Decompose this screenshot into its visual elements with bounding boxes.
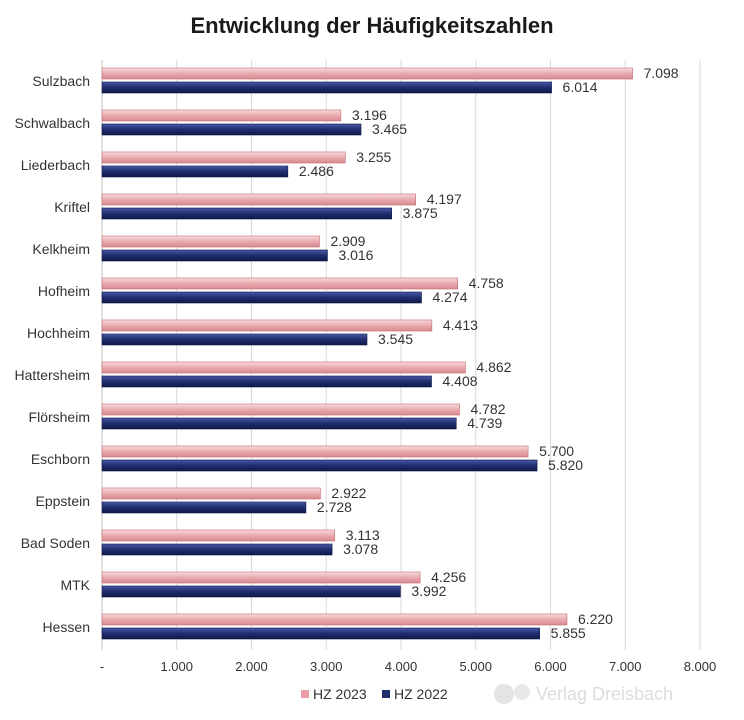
value-label-hz-2023-hattersheim: 4.862 bbox=[476, 359, 511, 375]
value-label-hz-2022-hofheim: 4.274 bbox=[432, 289, 467, 305]
x-tick-label: 5.000 bbox=[459, 659, 492, 674]
bar-hz-2023-hochheim bbox=[101, 319, 433, 332]
bar-hz-2022-bad-soden bbox=[101, 543, 333, 556]
category-label-floersheim: Flörsheim bbox=[29, 409, 90, 425]
value-label-hz-2022-liederbach: 2.486 bbox=[299, 163, 334, 179]
category-label-bad-soden: Bad Soden bbox=[21, 535, 90, 551]
legend-swatch-hz-2022 bbox=[382, 690, 390, 698]
category-label-liederbach: Liederbach bbox=[21, 157, 90, 173]
value-label-hz-2023-eschborn: 5.700 bbox=[539, 443, 574, 459]
value-label-hz-2022-eppstein: 2.728 bbox=[317, 499, 352, 515]
value-label-hz-2022-hochheim: 3.545 bbox=[378, 331, 413, 347]
bar-hz-2023-hessen bbox=[101, 613, 568, 626]
category-label-sulzbach: Sulzbach bbox=[32, 73, 90, 89]
category-label-mtk: MTK bbox=[60, 577, 90, 593]
bar-hz-2023-floersheim bbox=[101, 403, 460, 416]
value-label-hz-2023-kriftel: 4.197 bbox=[427, 191, 462, 207]
value-label-hz-2022-floersheim: 4.739 bbox=[467, 415, 502, 431]
value-label-hz-2023-liederbach: 3.255 bbox=[356, 149, 391, 165]
bar-hz-2022-mtk bbox=[101, 585, 401, 598]
bar-hz-2022-hessen bbox=[101, 627, 540, 640]
category-label-eppstein: Eppstein bbox=[36, 493, 90, 509]
value-label-hz-2022-bad-soden: 3.078 bbox=[343, 541, 378, 557]
x-tick-label: 6.000 bbox=[534, 659, 567, 674]
bar-hz-2022-eppstein bbox=[101, 501, 307, 514]
value-label-hz-2023-floersheim: 4.782 bbox=[470, 401, 505, 417]
bar-hz-2023-sulzbach bbox=[101, 67, 633, 80]
x-axis-ticks: - 1.000 2.000 3.000 4.000 5.000 6.000 7.000 8.00… bbox=[100, 659, 716, 674]
value-label-hz-2023-eppstein: 2.922 bbox=[331, 485, 366, 501]
value-label-hz-2022-hattersheim: 4.408 bbox=[442, 373, 477, 389]
value-label-hz-2022-sulzbach: 6.014 bbox=[563, 79, 598, 95]
bar-hz-2022-kriftel bbox=[101, 207, 392, 220]
grid-lines bbox=[101, 60, 701, 650]
value-label-hz-2022-mtk: 3.992 bbox=[411, 583, 446, 599]
value-label-hz-2023-kelkheim: 2.909 bbox=[330, 233, 365, 249]
bar-hz-2023-hattersheim bbox=[101, 361, 466, 374]
value-label-hz-2022-schwalbach: 3.465 bbox=[372, 121, 407, 137]
bar-hz-2023-liederbach bbox=[101, 151, 346, 164]
value-label-hz-2023-hochheim: 4.413 bbox=[443, 317, 478, 333]
bar-hz-2022-hochheim bbox=[101, 333, 368, 346]
bar-hz-2023-mtk bbox=[101, 571, 421, 584]
value-label-hz-2023-schwalbach: 3.196 bbox=[352, 107, 387, 123]
legend: HZ 2023 HZ 2022 bbox=[301, 686, 448, 702]
value-label-hz-2023-sulzbach: 7.098 bbox=[644, 65, 679, 81]
category-label-hessen: Hessen bbox=[43, 619, 90, 635]
value-label-hz-2022-kelkheim: 3.016 bbox=[338, 247, 373, 263]
bar-hz-2023-schwalbach bbox=[101, 109, 342, 122]
value-label-hz-2022-kriftel: 3.875 bbox=[403, 205, 438, 221]
value-label-hz-2022-hessen: 5.855 bbox=[551, 625, 586, 641]
value-label-hz-2023-bad-soden: 3.113 bbox=[346, 527, 380, 543]
category-label-hofheim: Hofheim bbox=[38, 283, 90, 299]
x-tick-label: 1.000 bbox=[160, 659, 193, 674]
x-tick-label: 2.000 bbox=[235, 659, 268, 674]
bar-hz-2023-kelkheim bbox=[101, 235, 320, 248]
category-label-kriftel: Kriftel bbox=[54, 199, 90, 215]
category-labels: Sulzbach Schwalbach Liederbach Kriftel Kelkh… bbox=[15, 73, 91, 635]
category-label-eschborn: Eschborn bbox=[31, 451, 90, 467]
value-label-hz-2022-eschborn: 5.820 bbox=[548, 457, 583, 473]
bar-hz-2022-kelkheim bbox=[101, 249, 328, 262]
bar-hz-2023-hofheim bbox=[101, 277, 458, 290]
coat-of-arms-icon bbox=[494, 684, 514, 704]
watermark: Verlag Dreisbach bbox=[494, 684, 673, 704]
bar-hz-2022-eschborn bbox=[101, 459, 538, 472]
category-label-kelkheim: Kelkheim bbox=[32, 241, 90, 257]
bar-hz-2022-hattersheim bbox=[101, 375, 432, 388]
bar-hz-2022-hofheim bbox=[101, 291, 422, 304]
legend-label-hz-2022: HZ 2022 bbox=[394, 686, 448, 702]
x-tick-label: 8.000 bbox=[684, 659, 717, 674]
x-tick-label: 7.000 bbox=[609, 659, 642, 674]
bar-hz-2023-kriftel bbox=[101, 193, 417, 206]
bar-hz-2023-eppstein bbox=[101, 487, 321, 500]
watermark-text: Verlag Dreisbach bbox=[536, 684, 673, 704]
bar-hz-2022-floersheim bbox=[101, 417, 457, 430]
x-tick-label: 3.000 bbox=[310, 659, 343, 674]
value-label-hz-2023-mtk: 4.256 bbox=[431, 569, 466, 585]
category-label-hattersheim: Hattersheim bbox=[15, 367, 90, 383]
category-label-schwalbach: Schwalbach bbox=[15, 115, 91, 131]
x-tick-label: - bbox=[100, 659, 104, 674]
category-label-hochheim: Hochheim bbox=[27, 325, 90, 341]
chart-title: Entwicklung der Häufigkeitszahlen bbox=[190, 13, 553, 38]
seal-icon bbox=[514, 684, 530, 700]
value-label-hz-2023-hofheim: 4.758 bbox=[469, 275, 504, 291]
bar-hz-2022-liederbach bbox=[101, 165, 289, 178]
value-label-hz-2023-hessen: 6.220 bbox=[578, 611, 613, 627]
bar-hz-2023-bad-soden bbox=[101, 529, 335, 542]
legend-label-hz-2023: HZ 2023 bbox=[313, 686, 367, 702]
x-tick-label: 4.000 bbox=[385, 659, 418, 674]
bar-hz-2022-schwalbach bbox=[101, 123, 362, 136]
legend-swatch-hz-2023 bbox=[301, 690, 309, 698]
bar-hz-2022-sulzbach bbox=[101, 81, 552, 94]
bar-hz-2023-eschborn bbox=[101, 445, 529, 458]
